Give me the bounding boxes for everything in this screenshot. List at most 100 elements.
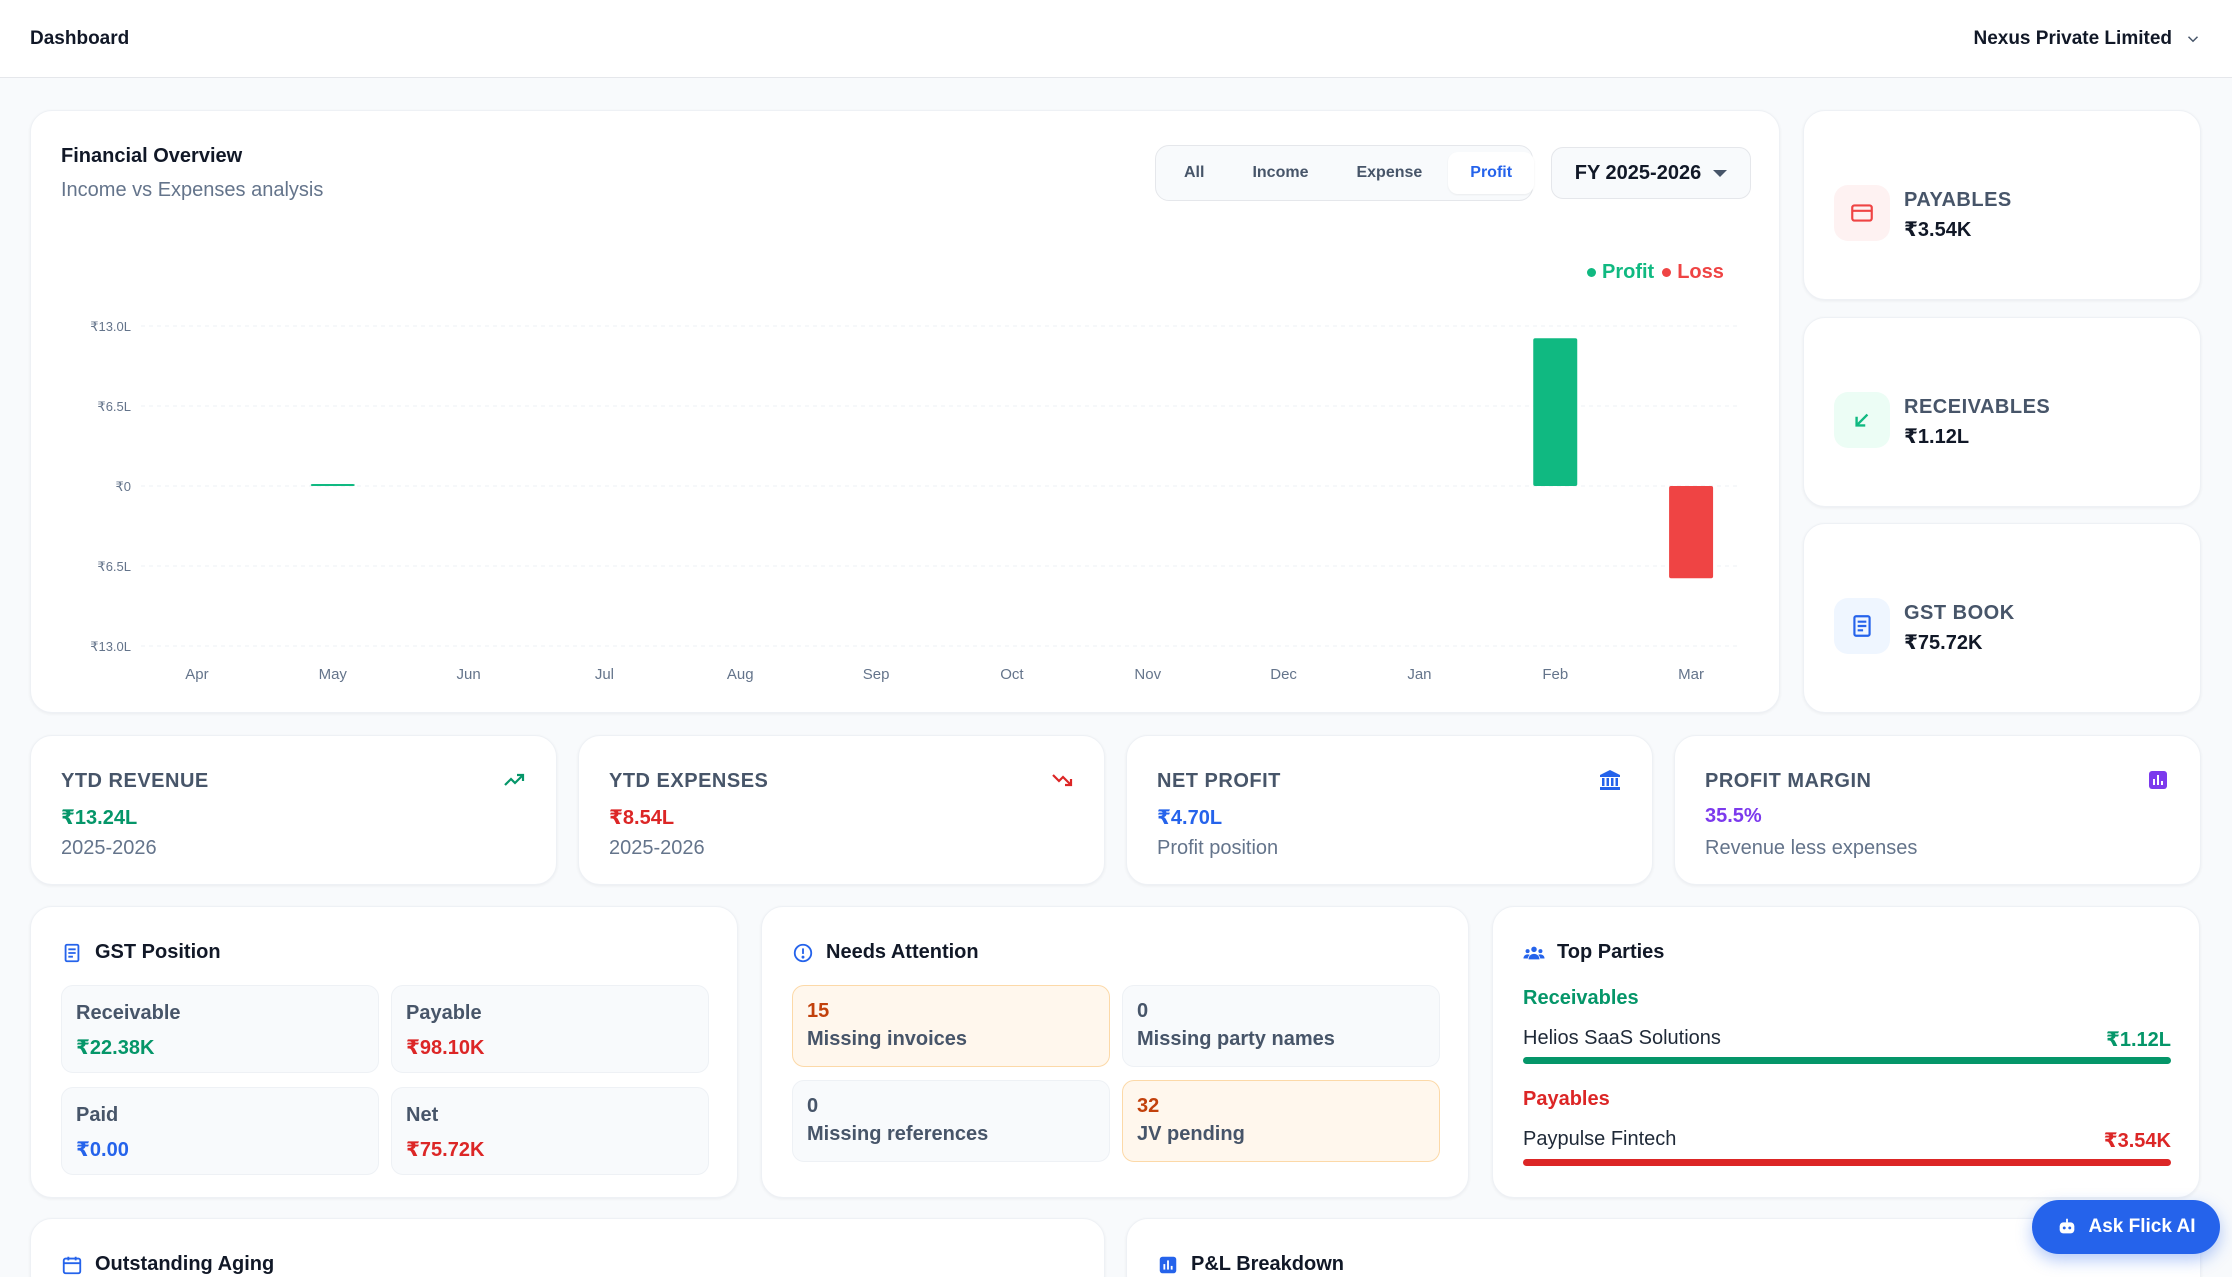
tile-label: JV pending — [1137, 1123, 1245, 1145]
x-tick-label: Apr — [185, 666, 208, 683]
tile-value: ₹75.72K — [406, 1139, 485, 1161]
attention-missing-references[interactable]: 0 Missing references — [792, 1080, 1110, 1162]
ask-label: Ask Flick AI — [2088, 1216, 2196, 1237]
calendar-icon — [62, 1256, 82, 1274]
gst-position-title: GST Position — [61, 941, 221, 964]
kpi-value: ₹13.24L — [61, 807, 138, 829]
x-tick-label: Aug — [727, 666, 754, 683]
party-name: Paypulse Fintech — [1523, 1128, 1677, 1150]
company-selector[interactable]: Nexus Private Limited — [1973, 28, 2202, 50]
kpi-label: NET PROFIT — [1157, 770, 1281, 792]
legend-loss-dot — [1662, 268, 1672, 277]
tile-label: Net — [406, 1104, 439, 1126]
receivables-label: RECEIVABLES — [1904, 396, 2051, 418]
payables-section-label: Payables — [1523, 1088, 1610, 1110]
tile-value: ₹98.10K — [406, 1037, 485, 1059]
kpi-profit-margin: PROFIT MARGIN 35.5% Revenue less expense… — [1674, 735, 2201, 885]
gst-tile-payable: Payable ₹98.10K — [391, 985, 709, 1073]
gst-position-card: GST Position Receivable ₹22.38K Payable … — [30, 906, 738, 1198]
payable-party-row[interactable]: Paypulse Fintech ₹3.54K — [1523, 1128, 2171, 1153]
y-tick-label: ₹13.0L — [90, 639, 131, 654]
attention-title-text: Needs Attention — [826, 941, 979, 963]
overview-title: Financial Overview — [61, 145, 243, 167]
y-tick-label: ₹13.0L — [90, 319, 131, 334]
payables-value: ₹3.54K — [1904, 219, 1972, 241]
gst-book-card[interactable]: GST BOOK ₹75.72K — [1803, 523, 2201, 713]
kpi-sub: 2025-2026 — [61, 837, 157, 859]
receivable-party-row[interactable]: Helios SaaS Solutions ₹1.12L — [1523, 1027, 2171, 1052]
pl-title-text: P&L Breakdown — [1191, 1253, 1344, 1275]
bank-icon — [1600, 770, 1620, 790]
trending-up-icon — [504, 773, 525, 786]
caret-down-icon — [1713, 169, 1728, 177]
tab-income[interactable]: Income — [1252, 164, 1309, 181]
tab-all[interactable]: All — [1184, 164, 1205, 181]
tile-count: 15 — [807, 1000, 830, 1022]
payables-card[interactable]: PAYABLES ₹3.54K — [1803, 110, 2201, 300]
tab-expense[interactable]: Expense — [1356, 164, 1423, 181]
ask-flick-ai-button[interactable]: Ask Flick AI — [2032, 1200, 2220, 1254]
fiscal-year-select[interactable]: FY 2025-2026 — [1551, 147, 1751, 199]
party-value: ₹3.54K — [2103, 1130, 2171, 1152]
arrow-down-left-icon — [1834, 392, 1890, 448]
x-tick-label: Jun — [456, 666, 480, 683]
legend-loss-label: Loss — [1677, 261, 1724, 283]
kpi-net-profit: NET PROFIT ₹4.70L Profit position — [1126, 735, 1653, 885]
legend-profit-label: Profit — [1602, 261, 1655, 283]
x-tick-label: Jan — [1407, 666, 1431, 683]
outstanding-aging-card: Outstanding Aging — [30, 1218, 1105, 1277]
kpi-label: PROFIT MARGIN — [1705, 770, 1872, 792]
needs-attention-card: Needs Attention 15 Missing invoices 0 Mi… — [761, 906, 1469, 1198]
tile-value: ₹0.00 — [76, 1139, 129, 1161]
tile-count: 0 — [1137, 1000, 1149, 1022]
fiscal-year-value: FY 2025-2026 — [1574, 161, 1702, 184]
financial-overview-card: Financial Overview Income vs Expenses an… — [30, 110, 1780, 713]
y-tick-label: ₹6.5L — [97, 399, 131, 414]
tile-value: ₹22.38K — [76, 1037, 155, 1059]
attention-jv-pending[interactable]: 32 JV pending — [1122, 1080, 1440, 1162]
kpi-sub: 2025-2026 — [609, 837, 705, 859]
attention-missing-invoices[interactable]: 15 Missing invoices — [792, 985, 1110, 1067]
receivables-card[interactable]: RECEIVABLES ₹1.12L — [1803, 317, 2201, 507]
tab-profit[interactable]: Profit — [1448, 152, 1535, 194]
gst-book-label: GST BOOK — [1904, 602, 2015, 624]
kpi-sub: Profit position — [1157, 837, 1279, 859]
receipt-icon — [64, 943, 80, 962]
x-tick-label: Mar — [1678, 666, 1704, 683]
book-icon — [1834, 598, 1890, 654]
view-toggle: All Income Expense Profit — [1155, 145, 1535, 201]
kpi-sub: Revenue less expenses — [1705, 837, 1918, 859]
users-icon — [1523, 946, 1545, 959]
y-tick-label: ₹6.5L — [97, 559, 131, 574]
kpi-value: 35.5% — [1705, 805, 1762, 827]
top-bar: Dashboard Nexus Private Limited — [0, 0, 2232, 78]
overview-subtitle: Income vs Expenses analysis — [61, 179, 324, 201]
alert-circle-icon — [793, 943, 813, 962]
company-name: Nexus Private Limited — [1973, 27, 2172, 49]
chevron-down-icon — [2187, 35, 2199, 42]
bar-chart-icon — [2149, 771, 2167, 789]
aging-title-text: Outstanding Aging — [95, 1253, 275, 1275]
payables-label: PAYABLES — [1904, 189, 2012, 211]
bar-mar — [1669, 486, 1714, 579]
gst-tile-receivable: Receivable ₹22.38K — [61, 985, 379, 1073]
chart-legend: Profit Loss — [1587, 261, 1724, 284]
bar-chart-icon — [1159, 1256, 1177, 1273]
x-tick-label: Feb — [1542, 666, 1568, 683]
kpi-value: ₹8.54L — [609, 807, 675, 829]
pl-breakdown-title: P&L Breakdown — [1157, 1253, 1344, 1276]
attention-missing-party-names[interactable]: 0 Missing party names — [1122, 985, 1440, 1067]
trending-down-icon — [1052, 774, 1073, 787]
parties-title-text: Top Parties — [1557, 941, 1665, 963]
bot-icon — [2060, 1218, 2075, 1234]
x-tick-label: Dec — [1270, 666, 1297, 683]
profit-bar-chart: ₹13.0L ₹6.5L ₹0 ₹6.5L ₹13.0L Apr May Jun Jul Aug S… — [90, 319, 1741, 683]
x-tick-label: Jul — [595, 666, 614, 683]
receivable-progress-bar — [1523, 1057, 2171, 1064]
y-tick-label: ₹0 — [115, 479, 131, 494]
x-tick-label: May — [319, 666, 348, 683]
page-title: Dashboard — [30, 27, 130, 49]
receivables-value: ₹1.12L — [1904, 426, 1970, 448]
gst-book-value: ₹75.72K — [1904, 632, 1983, 654]
tile-label: Missing references — [807, 1123, 989, 1145]
